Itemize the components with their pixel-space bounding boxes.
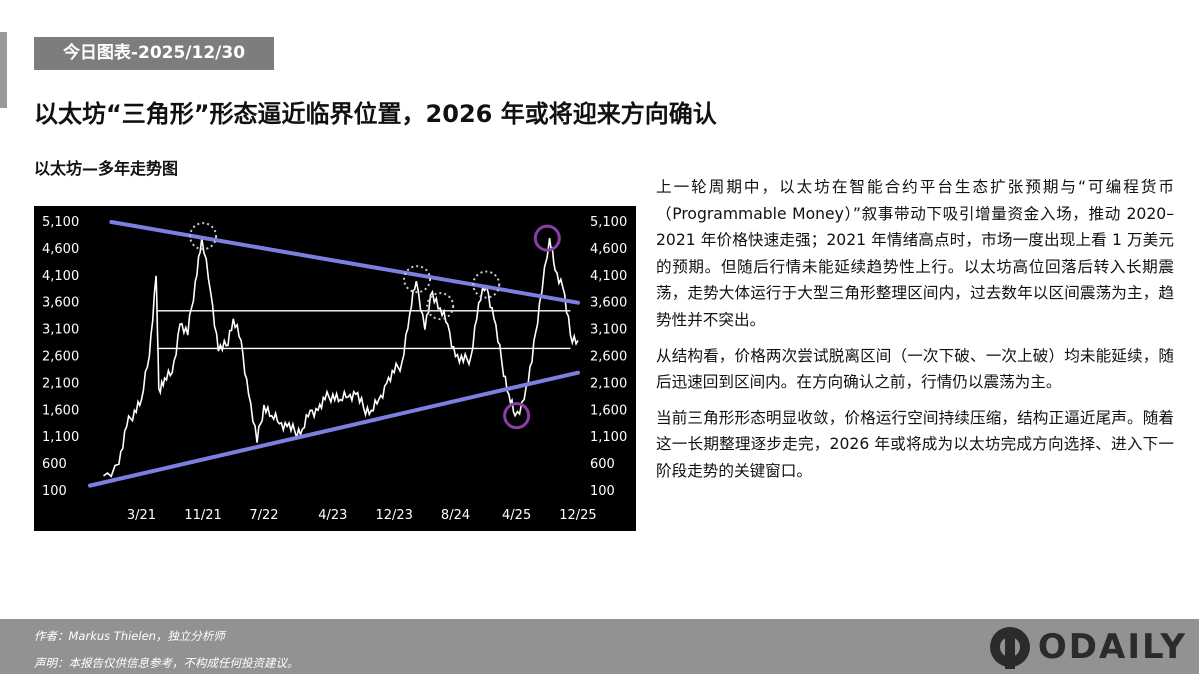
x-tick-label: 4/25 xyxy=(502,508,531,523)
chart-canvas: 5,100 5,100 4,600 4,600 4,100 4,100 3,600 3,600… xyxy=(42,215,627,523)
y-tick-label-left: 4,600 xyxy=(42,242,79,257)
author-line: 作者：Markus Thielen，独立分析师 xyxy=(34,629,225,643)
extreme-marker-purple xyxy=(533,224,561,252)
y-tick-label-right: 1,600 xyxy=(590,403,627,418)
y-tick-label-right: 2,100 xyxy=(590,376,627,391)
extreme-marker-purple xyxy=(503,402,531,430)
y-tick-label-right: 3,600 xyxy=(590,296,627,311)
y-tick-label-right: 4,600 xyxy=(590,242,627,257)
y-tick-label-right: 5,100 xyxy=(590,215,627,230)
analysis-text: 上一轮周期中，以太坊在智能合约平台生态扩张预期与“可编程货币（Programma… xyxy=(656,174,1174,494)
disclaimer-line: 声明：本报告仅供信息参考，不构成任何投资建议。 xyxy=(34,656,299,670)
y-tick-label-left: 2,600 xyxy=(42,350,79,365)
y-tick-label-left: 1,600 xyxy=(42,403,79,418)
x-tick-label: 12/25 xyxy=(559,508,596,523)
peak-marker-dotted xyxy=(426,292,455,321)
trendline-lower xyxy=(88,370,580,488)
date-tag: 今日图表-2025/12/30 xyxy=(34,37,274,70)
price-line xyxy=(103,237,579,478)
x-tick-label: 11/21 xyxy=(184,508,221,523)
y-tick-label-left: 1,100 xyxy=(42,430,79,445)
y-tick-label-left: 100 xyxy=(42,484,67,499)
y-tick-label-left: 5,100 xyxy=(42,215,79,230)
paragraph-2: 从结构看，价格两次尝试脱离区间（一次下破、一次上破）均未能延续，随后迅速回到区间… xyxy=(656,346,1174,392)
y-tick-label-left: 3,100 xyxy=(42,323,79,338)
odaily-logo-icon xyxy=(989,626,1030,669)
x-tick-label: 3/21 xyxy=(127,508,156,523)
peak-marker-dotted xyxy=(189,222,218,251)
x-tick-label: 12/23 xyxy=(375,508,412,523)
paragraph-3: 当前三角形形态明显收敛，价格运行空间持续压缩，结构正逼近尾声。随着这一长期整理逐… xyxy=(656,408,1174,480)
chart-subtitle: 以太坊—多年走势图 xyxy=(34,159,179,178)
peak-marker-dotted xyxy=(472,270,501,299)
page-title: 以太坊“三角形”形态逼近临界位置，2026 年或将迎来方向确认 xyxy=(34,100,717,128)
y-tick-label-right: 3,100 xyxy=(590,323,627,338)
eth-chart: 5,100 5,100 4,600 4,600 4,100 4,100 3,600 3,600… xyxy=(34,206,636,531)
x-tick-label: 4/23 xyxy=(318,508,347,523)
peak-marker-dotted xyxy=(403,265,432,294)
y-tick-label-left: 2,100 xyxy=(42,376,79,391)
y-tick-label-right: 600 xyxy=(590,457,615,472)
x-tick-label: 8/24 xyxy=(441,508,470,523)
y-tick-label-right: 100 xyxy=(590,484,615,499)
paragraph-1: 上一轮周期中，以太坊在智能合约平台生态扩张预期与“可编程货币（Programma… xyxy=(656,178,1174,329)
y-tick-label-right: 2,600 xyxy=(590,350,627,365)
y-tick-label-left: 600 xyxy=(42,457,67,472)
footer: 作者：Markus Thielen，独立分析师 声明：本报告仅供信息参考，不构成… xyxy=(0,619,1199,674)
y-tick-label-right: 1,100 xyxy=(590,430,627,445)
y-tick-label-right: 4,100 xyxy=(590,269,627,284)
odaily-logo: ODAILY xyxy=(988,619,1187,674)
x-tick-label: 7/22 xyxy=(249,508,278,523)
trendline-upper xyxy=(109,220,580,305)
y-tick-label-left: 3,600 xyxy=(42,296,79,311)
logo-text: ODAILY xyxy=(1037,626,1187,667)
accent-bar xyxy=(0,32,7,108)
y-tick-label-left: 4,100 xyxy=(42,269,79,284)
